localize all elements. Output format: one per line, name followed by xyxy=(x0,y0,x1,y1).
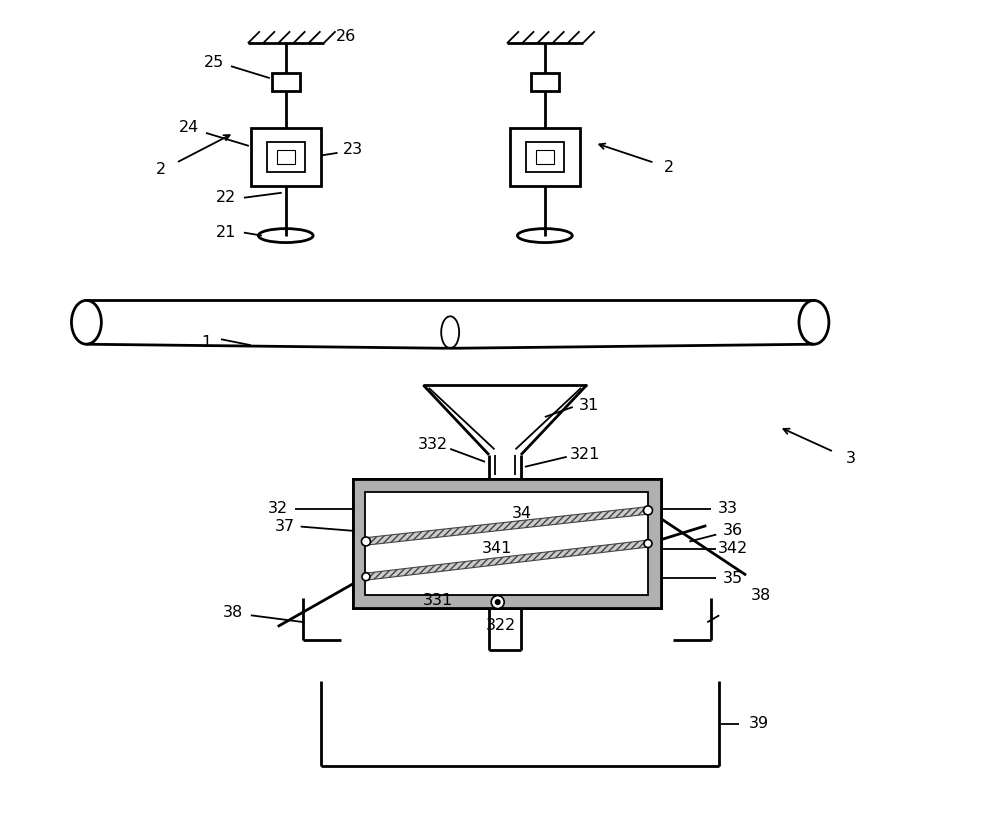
Bar xyxy=(536,150,554,164)
Text: 342: 342 xyxy=(718,541,748,556)
Text: 34: 34 xyxy=(512,507,532,521)
Text: 322: 322 xyxy=(486,618,516,632)
Bar xyxy=(277,150,295,164)
Text: 2: 2 xyxy=(664,160,674,176)
Text: 24: 24 xyxy=(179,120,199,136)
Bar xyxy=(353,479,661,609)
Polygon shape xyxy=(365,540,649,580)
Text: 1: 1 xyxy=(201,335,211,350)
Text: 23: 23 xyxy=(342,142,363,158)
Bar xyxy=(648,479,661,609)
Bar xyxy=(353,479,365,609)
Circle shape xyxy=(362,573,370,581)
Bar xyxy=(267,142,305,172)
Circle shape xyxy=(644,506,652,515)
Text: 331: 331 xyxy=(423,593,453,608)
Text: 33: 33 xyxy=(718,501,738,516)
Text: 321: 321 xyxy=(570,448,600,462)
Text: 21: 21 xyxy=(216,225,236,240)
Circle shape xyxy=(496,600,500,605)
Text: 37: 37 xyxy=(275,519,295,534)
Bar xyxy=(531,74,559,91)
Text: 2: 2 xyxy=(156,163,166,177)
Bar xyxy=(510,128,580,185)
Text: 38: 38 xyxy=(751,588,771,603)
Bar xyxy=(353,596,661,609)
Bar xyxy=(365,492,648,596)
Text: 39: 39 xyxy=(749,717,769,731)
Bar xyxy=(526,142,564,172)
Text: 25: 25 xyxy=(204,55,224,69)
Circle shape xyxy=(491,596,504,609)
Polygon shape xyxy=(365,507,649,545)
Text: 332: 332 xyxy=(418,437,448,453)
Bar xyxy=(251,128,321,185)
Bar xyxy=(353,479,661,609)
Circle shape xyxy=(644,539,652,547)
Text: 38: 38 xyxy=(223,605,243,620)
Text: 26: 26 xyxy=(335,29,356,44)
Text: 32: 32 xyxy=(268,501,288,516)
Bar xyxy=(272,74,300,91)
Text: 3: 3 xyxy=(846,451,856,467)
Text: 31: 31 xyxy=(579,398,599,413)
Text: 341: 341 xyxy=(482,541,512,556)
Text: 22: 22 xyxy=(216,190,236,205)
Text: 35: 35 xyxy=(723,571,743,586)
Bar xyxy=(353,479,661,492)
Circle shape xyxy=(361,537,370,546)
Text: 36: 36 xyxy=(723,523,743,538)
